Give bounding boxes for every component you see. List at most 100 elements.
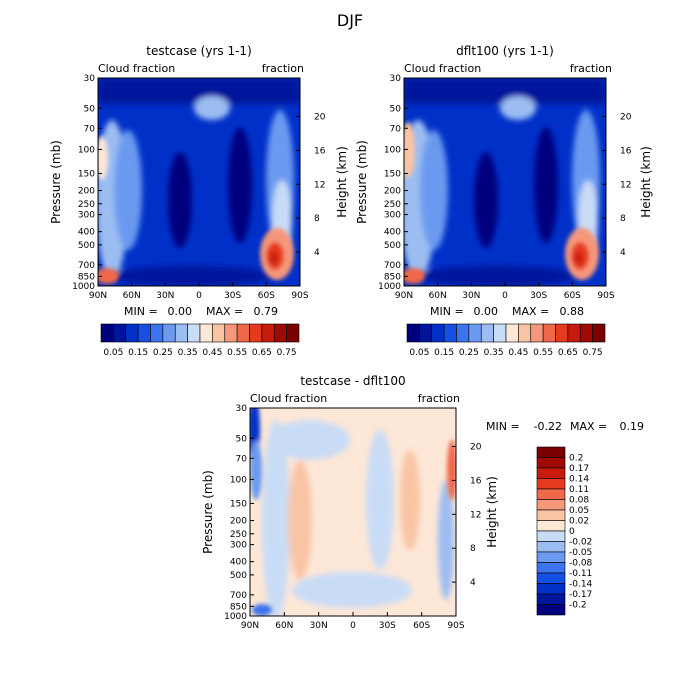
y-right-tick-label: 20 (314, 113, 326, 123)
colorbar-swatch (536, 488, 566, 500)
y-tick-label: 100 (384, 145, 401, 155)
field-right-neg (438, 480, 454, 600)
y-axis-right: Height (km) 20 16 12 8 4 (602, 113, 653, 258)
y-right-tick-label: 4 (314, 248, 320, 258)
colorbar-label: 0.55 (533, 348, 553, 358)
y-tick-label: 30 (84, 74, 96, 84)
max-value: 0.19 (620, 420, 645, 433)
field-neg-left-band (262, 420, 290, 616)
y-right-tick-label: 16 (470, 476, 482, 486)
colorbar-swatch (174, 323, 188, 343)
colorbar-swatch (286, 323, 300, 343)
x-tick-label: 30S (224, 291, 241, 301)
min-value: 0.00 (474, 305, 499, 318)
colorbar-swatch (536, 572, 566, 584)
y-tick-label: 30 (236, 404, 248, 414)
stats: MIN = 0.00 MAX = 0.79 (124, 305, 278, 318)
min-label: MIN = (486, 420, 520, 433)
colorbar-swatch (536, 551, 566, 563)
x-tick-label: 60N (275, 621, 293, 631)
y-right-tick-label: 8 (620, 214, 626, 224)
field-bottom-dark (416, 266, 576, 286)
colorbar-label: 0.65 (252, 348, 272, 358)
y-tick-label: 500 (230, 571, 247, 581)
y-tick-label: 70 (236, 454, 248, 464)
y-right-tick-label: 20 (470, 443, 482, 453)
y-axis-right-label: Height (km) (335, 146, 349, 217)
colorbar-label: 0.2 (569, 454, 583, 464)
y-right-tick-label: 12 (314, 180, 325, 190)
min-label: MIN = (430, 305, 464, 318)
y-tick-label: 70 (84, 124, 96, 134)
right-label: fraction (570, 62, 612, 75)
y-tick-label: 100 (230, 475, 247, 485)
x-tick-label: 30N (462, 291, 480, 301)
y-tick-label: 500 (384, 241, 401, 251)
y-tick-label: 700 (78, 261, 95, 271)
x-tick-label: 60S (564, 291, 581, 301)
y-tick-label: 850 (78, 272, 95, 282)
x-tick-label: 90S (447, 621, 464, 631)
colorbar-label: 0.75 (277, 348, 297, 358)
colorbar-swatch (468, 323, 482, 343)
field-pos-core-2 (400, 450, 420, 550)
field-bottom-dark (110, 266, 270, 286)
colorbar-label: 0.08 (569, 496, 589, 506)
y-tick-label: 850 (230, 602, 247, 612)
y-tick-label: 400 (384, 228, 401, 238)
x-tick-label: 60S (258, 291, 275, 301)
colorbar-swatch (199, 323, 213, 343)
colorbar-swatch (100, 323, 114, 343)
colorbar-swatch (249, 323, 263, 343)
colorbar-swatch (592, 323, 606, 343)
y-tick-label: 1000 (72, 282, 95, 292)
colorbar-label: 0.75 (583, 348, 603, 358)
colorbar: 0.20.170.140.110.080.050.020-0.02-0.05-0… (536, 446, 593, 616)
y-tick-label: 150 (230, 499, 247, 509)
panel-dflt100: dflt100 (yrs 1-1) Cloud fraction fractio… (355, 44, 653, 358)
y-tick-label: 50 (236, 434, 248, 444)
colorbar: 0.05 0.15 0.25 0.35 0.45 0.55 0.65 0.75 (100, 323, 300, 358)
colorbar-swatch (536, 446, 566, 458)
colorbar-label: -0.08 (569, 559, 593, 569)
colorbar-label: -0.02 (569, 538, 592, 548)
y-axis-right-label: Height (km) (485, 476, 499, 547)
field-left-mid (420, 130, 448, 250)
colorbar-swatch (406, 323, 420, 343)
field-tropo-light (194, 96, 230, 120)
colorbar-swatch (162, 323, 176, 343)
stats: MIN = -0.22 MAX = 0.19 (486, 420, 644, 433)
x-ticks: 90N 60N 30N 0 30S 60S 90S (89, 282, 309, 301)
colorbar-label: 0.17 (569, 464, 589, 474)
colorbar-label: 0.14 (569, 475, 589, 485)
colorbar-swatch (536, 478, 566, 490)
y-tick-label: 50 (390, 104, 402, 114)
x-tick-label: 90S (291, 291, 308, 301)
colorbar-label: 0.25 (459, 348, 479, 358)
colorbar-swatch (536, 541, 566, 553)
field-warm-center (575, 252, 583, 264)
colorbar-swatch (536, 593, 566, 605)
field-neg-lower-band (292, 572, 412, 608)
colorbar-swatch (224, 323, 238, 343)
left-label: Cloud fraction (250, 392, 327, 405)
x-tick-label: 90N (89, 291, 107, 301)
contour-field (404, 78, 606, 286)
y-tick-label: 50 (84, 104, 96, 114)
y-right-ticks: 20 16 12 8 4 (602, 113, 632, 258)
field-top-dark (404, 78, 606, 104)
max-value: 0.88 (560, 305, 585, 318)
colorbar-swatch (236, 323, 250, 343)
colorbar-label: 0.15 (434, 348, 454, 358)
x-tick-label: 0 (350, 621, 356, 631)
colorbar-swatch (493, 323, 507, 343)
min-value: -0.22 (534, 420, 562, 433)
colorbar-label: 0.05 (103, 348, 123, 358)
y-tick-label: 700 (384, 261, 401, 271)
y-right-tick-label: 12 (470, 510, 481, 520)
colorbar-swatch (555, 323, 569, 343)
colorbar-label: 0.45 (202, 348, 222, 358)
y-tick-label: 400 (78, 228, 95, 238)
